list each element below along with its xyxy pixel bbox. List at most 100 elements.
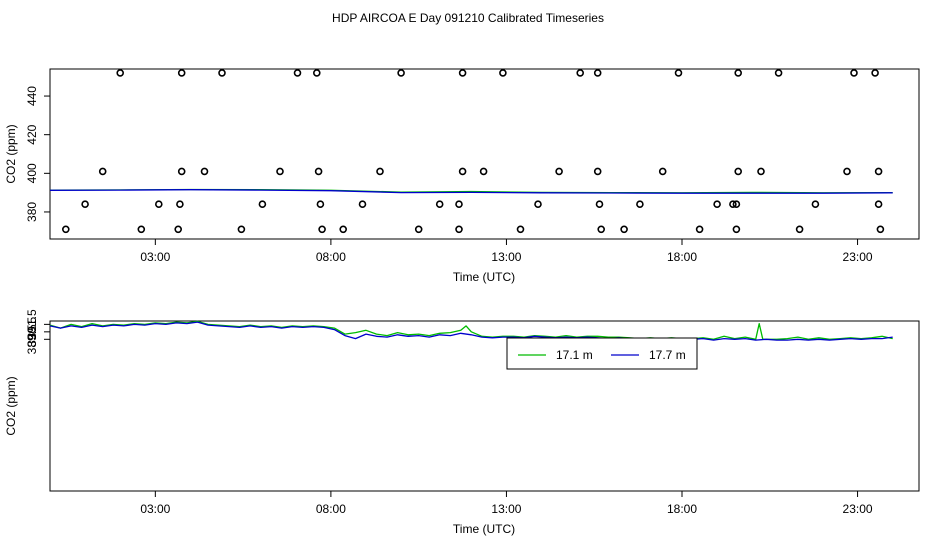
scatter-point (871, 69, 879, 77)
scatter-point (339, 225, 348, 234)
bottom-x-tick-label: 18:00 (667, 502, 697, 516)
bottom-plot-frame (49, 320, 920, 492)
legend: 17.1 m 17.7 m (506, 337, 698, 370)
top-x-tick-label: 18:00 (667, 250, 697, 264)
scatter-point (674, 69, 683, 77)
top-y-tick-label: 420 (25, 124, 39, 144)
scatter-point (555, 167, 563, 176)
series-line-17-1m (49, 320, 893, 340)
scatter-point (695, 225, 704, 234)
bottom-x-axis: 03:00 08:00 13:00 18:00 23:00 (140, 491, 873, 516)
scatter-point (358, 200, 367, 208)
scatter-point (593, 69, 602, 77)
bottom-x-tick-label: 13:00 (491, 502, 521, 516)
bottom-panel: 03:00 08:00 13:00 18:00 23:00 389.5390.5391.… (4, 309, 920, 536)
series-line-17-7m (49, 321, 893, 341)
top-scatter-points (62, 69, 885, 234)
scatter-point (732, 200, 741, 208)
scatter-point (843, 167, 851, 176)
top-y-tick-label: 380 (25, 202, 39, 222)
scatter-point (176, 200, 184, 208)
scatter-point (237, 225, 246, 234)
top-x-tick-label: 08:00 (316, 250, 346, 264)
bottom-x-tick-label: 23:00 (843, 502, 873, 516)
scatter-point (455, 200, 463, 208)
scatter-point (620, 225, 628, 234)
scatter-point (595, 200, 604, 208)
scatter-point (874, 200, 883, 208)
scatter-point (397, 69, 405, 77)
legend-box (506, 337, 698, 370)
scatter-point (458, 69, 467, 77)
top-panel: 03:00 08:00 13:00 18:00 23:00 380 400 420 440 T… (4, 68, 920, 284)
scatter-point (316, 200, 325, 208)
scatter-point (658, 167, 667, 176)
scatter-point (734, 69, 743, 77)
bottom-y-tick-label: 390.5 (25, 316, 39, 346)
scatter-point (200, 167, 209, 176)
scatter-point (155, 200, 163, 208)
scatter-point (534, 200, 542, 208)
top-baseline-17-7m (49, 189, 893, 194)
scatter-point (795, 225, 804, 234)
scatter-point (455, 225, 463, 234)
scatter-point (414, 225, 423, 234)
scatter-point (276, 167, 284, 176)
scatter-point (593, 167, 602, 176)
scatter-point (874, 167, 883, 176)
bottom-y-tick-label: 391.5 (25, 309, 39, 339)
chart-title: HDP AIRCOA E Day 091210 Calibrated Times… (332, 11, 604, 25)
bottom-x-axis-label: Time (UTC) (453, 522, 515, 536)
scatter-point (757, 167, 765, 176)
scatter-point (81, 200, 89, 208)
top-y-tick-label: 400 (25, 163, 39, 183)
scatter-point (636, 200, 644, 208)
scatter-point (314, 167, 323, 176)
top-plot-frame (49, 68, 920, 240)
scatter-point (713, 200, 721, 208)
bottom-x-tick-label: 03:00 (140, 502, 170, 516)
scatter-point (62, 225, 70, 234)
scatter-point (137, 225, 146, 234)
scatter-point (729, 200, 737, 208)
scatter-point (116, 69, 124, 77)
scatter-point (499, 69, 507, 77)
scatter-point (732, 225, 741, 234)
legend-label-17-1m: 17.1 m (556, 348, 593, 362)
scatter-point (850, 69, 858, 77)
scatter-point (576, 69, 585, 77)
top-baseline-lines (49, 188, 893, 194)
scatter-point (218, 69, 226, 77)
bottom-x-tick-label: 08:00 (316, 502, 346, 516)
scatter-point (435, 200, 444, 208)
scatter-point (516, 225, 525, 234)
scatter-point (479, 167, 488, 176)
scatter-point (177, 69, 186, 77)
scatter-point (734, 167, 743, 176)
scatter-point (376, 167, 384, 176)
scatter-point (318, 225, 326, 234)
bottom-series-lines (49, 320, 893, 341)
scatter-point (312, 69, 321, 77)
scatter-point (597, 225, 606, 234)
bottom-y-axis-label: CO2 (ppm) (4, 376, 18, 435)
scatter-point (811, 200, 820, 208)
scatter-point (293, 69, 302, 77)
bottom-y-tick-label: 389.5 (25, 324, 39, 354)
scatter-point (774, 69, 783, 77)
top-x-axis: 03:00 08:00 13:00 18:00 23:00 (140, 239, 873, 264)
legend-label-17-7m: 17.7 m (649, 348, 686, 362)
top-y-axis: 380 400 420 440 (25, 86, 50, 222)
scatter-point (258, 200, 267, 208)
top-x-tick-label: 13:00 (491, 250, 521, 264)
top-y-tick-label: 440 (25, 86, 39, 106)
scatter-point (177, 167, 186, 176)
top-x-axis-label: Time (UTC) (453, 270, 515, 284)
top-x-tick-label: 23:00 (843, 250, 873, 264)
top-x-tick-label: 03:00 (140, 250, 170, 264)
scatter-point (458, 167, 467, 176)
scatter-point (98, 167, 107, 176)
scatter-point (876, 225, 885, 234)
